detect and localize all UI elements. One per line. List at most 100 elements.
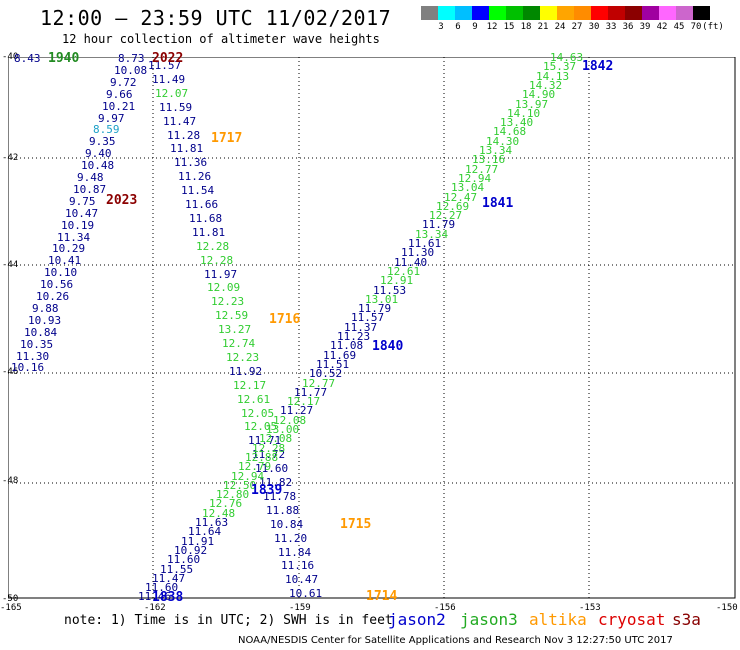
- swh-value: 11.97: [204, 268, 238, 281]
- swh-value: 11.55: [160, 563, 194, 576]
- swh-value: 11.59: [159, 101, 193, 114]
- swh-value: 9.75: [69, 195, 96, 208]
- swh-value: 12.08: [259, 432, 293, 445]
- swh-value: 12.91: [380, 274, 414, 287]
- swh-value: 10.41: [48, 254, 82, 267]
- swh-value: 10.10: [44, 266, 78, 279]
- color-scale-label: 33: [605, 22, 617, 32]
- swh-value: 12.28: [252, 442, 286, 455]
- swh-value: 11.60: [255, 462, 289, 475]
- swh-value: 11.49: [152, 73, 186, 86]
- map-border: [8, 57, 736, 599]
- credit-line: NOAA/NESDIS Center for Satellite Applica…: [238, 635, 673, 646]
- swh-value: 14.90: [522, 88, 556, 101]
- swh-value: 11.78: [263, 490, 297, 503]
- color-scale-swatch: [438, 6, 455, 20]
- swh-value: 12.05: [244, 420, 278, 433]
- color-scale-swatch: [421, 6, 438, 20]
- swh-value: 11.57: [351, 311, 385, 324]
- swh-value: 12.59: [215, 309, 249, 322]
- swh-value: 11.20: [274, 532, 308, 545]
- swh-value: 13.40: [500, 116, 534, 129]
- color-scale-swatch: [472, 6, 489, 20]
- lat-label: -44: [2, 260, 19, 270]
- legend-jason2: jason2: [388, 610, 446, 629]
- swh-value: 12.79: [238, 460, 272, 473]
- page-title: 12:00 — 23:59 UTC 11/02/2017: [40, 6, 392, 30]
- lon-label: -162: [144, 603, 166, 613]
- swh-value: 12.69: [436, 200, 470, 213]
- swh-value: 13.01: [365, 293, 399, 306]
- swh-value: 12.47: [444, 191, 478, 204]
- swh-value: 11.34: [57, 231, 91, 244]
- time-label: 1838: [152, 590, 184, 605]
- swh-value: 12.50: [223, 479, 257, 492]
- swh-value: 11.28: [167, 129, 201, 142]
- swh-value: 12.61: [387, 265, 421, 278]
- color-scale-label: 39: [639, 22, 651, 32]
- color-scale-swatch: [455, 6, 472, 20]
- swh-value: 11.57: [148, 59, 182, 72]
- color-scale-label: 12: [486, 22, 498, 32]
- swh-value: 10.26: [36, 290, 70, 303]
- lat-label: -42: [2, 153, 19, 163]
- legend-s3a: s3a: [672, 610, 701, 629]
- color-scale-swatch: [608, 6, 625, 20]
- swh-value: 11.91: [181, 535, 215, 548]
- lon-label: -156: [434, 603, 456, 613]
- swh-value: 11.81: [170, 142, 204, 155]
- time-label: 1842: [582, 59, 614, 74]
- color-scale-label: 15: [503, 22, 515, 32]
- color-scale-swatch: [489, 6, 506, 20]
- swh-value: 10.52: [309, 367, 343, 380]
- swh-value: 11.51: [316, 358, 350, 371]
- swh-value: 12.09: [207, 281, 241, 294]
- legend-jason3: jason3: [460, 610, 518, 629]
- color-scale-swatch: [523, 6, 540, 20]
- color-scale-label: 45: [673, 22, 685, 32]
- swh-value: 11.60: [145, 581, 179, 594]
- time-label: 1717: [211, 131, 243, 146]
- swh-value: 13.16: [472, 153, 506, 166]
- time-label: 1716: [269, 312, 301, 327]
- lat-label: -46: [2, 367, 19, 377]
- swh-value: 11.16: [281, 559, 315, 572]
- swh-value: 9.48: [77, 171, 104, 184]
- swh-value: 11.23: [337, 330, 371, 343]
- swh-value: 9.35: [89, 135, 116, 148]
- swh-value: 13.04: [451, 181, 485, 194]
- swh-value: 12.08: [273, 414, 307, 427]
- color-scale-label: 24: [554, 22, 566, 32]
- swh-value: 11.68: [189, 212, 223, 225]
- swh-value: 12.94: [458, 172, 492, 185]
- color-scale-swatches: [421, 6, 710, 20]
- swh-value: 10.16: [11, 361, 45, 374]
- swh-value: 14.32: [529, 79, 563, 92]
- swh-value: 10.35: [20, 338, 54, 351]
- swh-value: 9.72: [110, 76, 137, 89]
- swh-value: 11.08: [330, 339, 364, 352]
- swh-value: 11.54: [181, 184, 215, 197]
- swh-value: 12.88: [245, 451, 279, 464]
- swh-value: 8.73: [118, 52, 145, 65]
- swh-value: 11.47: [163, 115, 197, 128]
- color-scale-swatch: [625, 6, 642, 20]
- color-scale-label: (ft): [702, 22, 724, 32]
- time-label: 1715: [340, 517, 372, 532]
- swh-value: 12.23: [211, 295, 245, 308]
- swh-value: 10.29: [52, 242, 86, 255]
- color-scale-label: 6: [455, 22, 461, 32]
- swh-value: 15.37: [543, 60, 577, 73]
- swh-value: 10.84: [24, 326, 58, 339]
- swh-value: 11.27: [280, 404, 314, 417]
- swh-value: 14.63: [550, 51, 584, 64]
- swh-value: 11.92: [229, 365, 263, 378]
- swh-value: 10.92: [174, 544, 208, 557]
- swh-value: 11.79: [358, 302, 392, 315]
- swh-value: 12.61: [237, 393, 271, 406]
- lat-label: -50: [2, 594, 19, 604]
- swh-value: 10.56: [40, 278, 74, 291]
- color-scale-swatch: [506, 6, 523, 20]
- time-label: 1841: [482, 196, 514, 211]
